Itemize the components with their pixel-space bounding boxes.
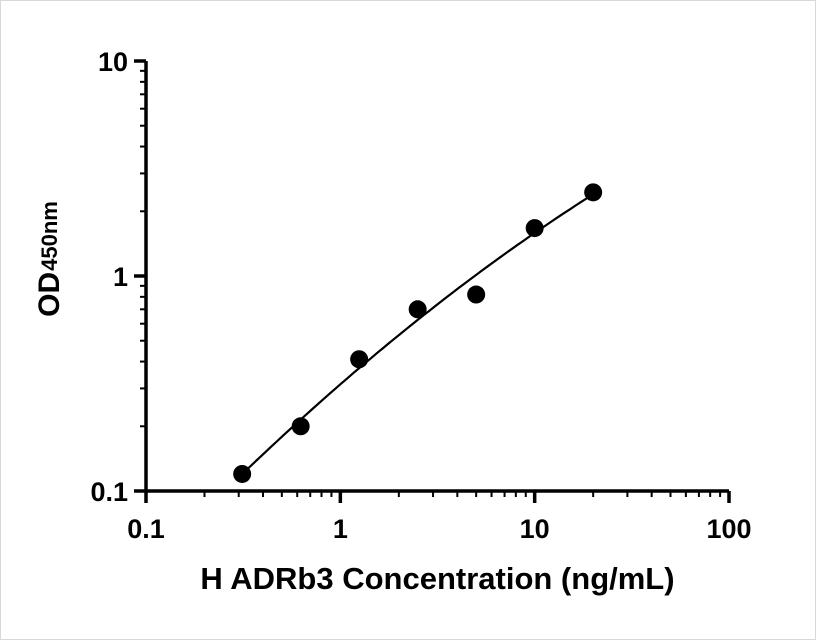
y-tick-label: 1 [113, 262, 128, 292]
data-point [525, 219, 544, 238]
y-axis-title-subscript: 450nm [37, 201, 62, 271]
data-point [233, 464, 252, 483]
y-tick-label: 0.1 [90, 477, 128, 507]
x-tick-label: 1 [333, 514, 348, 544]
data-point [467, 285, 486, 304]
x-tick-label: 10 [520, 514, 550, 544]
x-tick-label: 0.1 [127, 514, 165, 544]
y-tick-label: 10 [98, 47, 128, 77]
x-axis-title: H ADRb3 Concentration (ng/mL) [200, 561, 675, 596]
data-point [584, 183, 603, 202]
x-tick-label: 100 [706, 514, 751, 544]
data-point [408, 300, 427, 319]
data-point [291, 417, 310, 436]
data-point [350, 350, 369, 369]
y-axis-title-main: OD [33, 271, 66, 317]
y-axis-title: OD 450nm [30, 164, 70, 354]
